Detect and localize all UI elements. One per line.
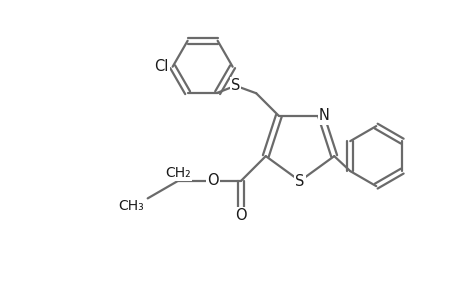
- Text: O: O: [235, 208, 246, 224]
- Text: N: N: [318, 108, 329, 123]
- Text: Cl: Cl: [154, 59, 168, 74]
- Text: O: O: [207, 173, 218, 188]
- Text: S: S: [230, 78, 240, 93]
- Text: CH₃: CH₃: [118, 200, 143, 213]
- Text: CH₂: CH₂: [165, 166, 190, 180]
- Text: S: S: [295, 175, 304, 190]
